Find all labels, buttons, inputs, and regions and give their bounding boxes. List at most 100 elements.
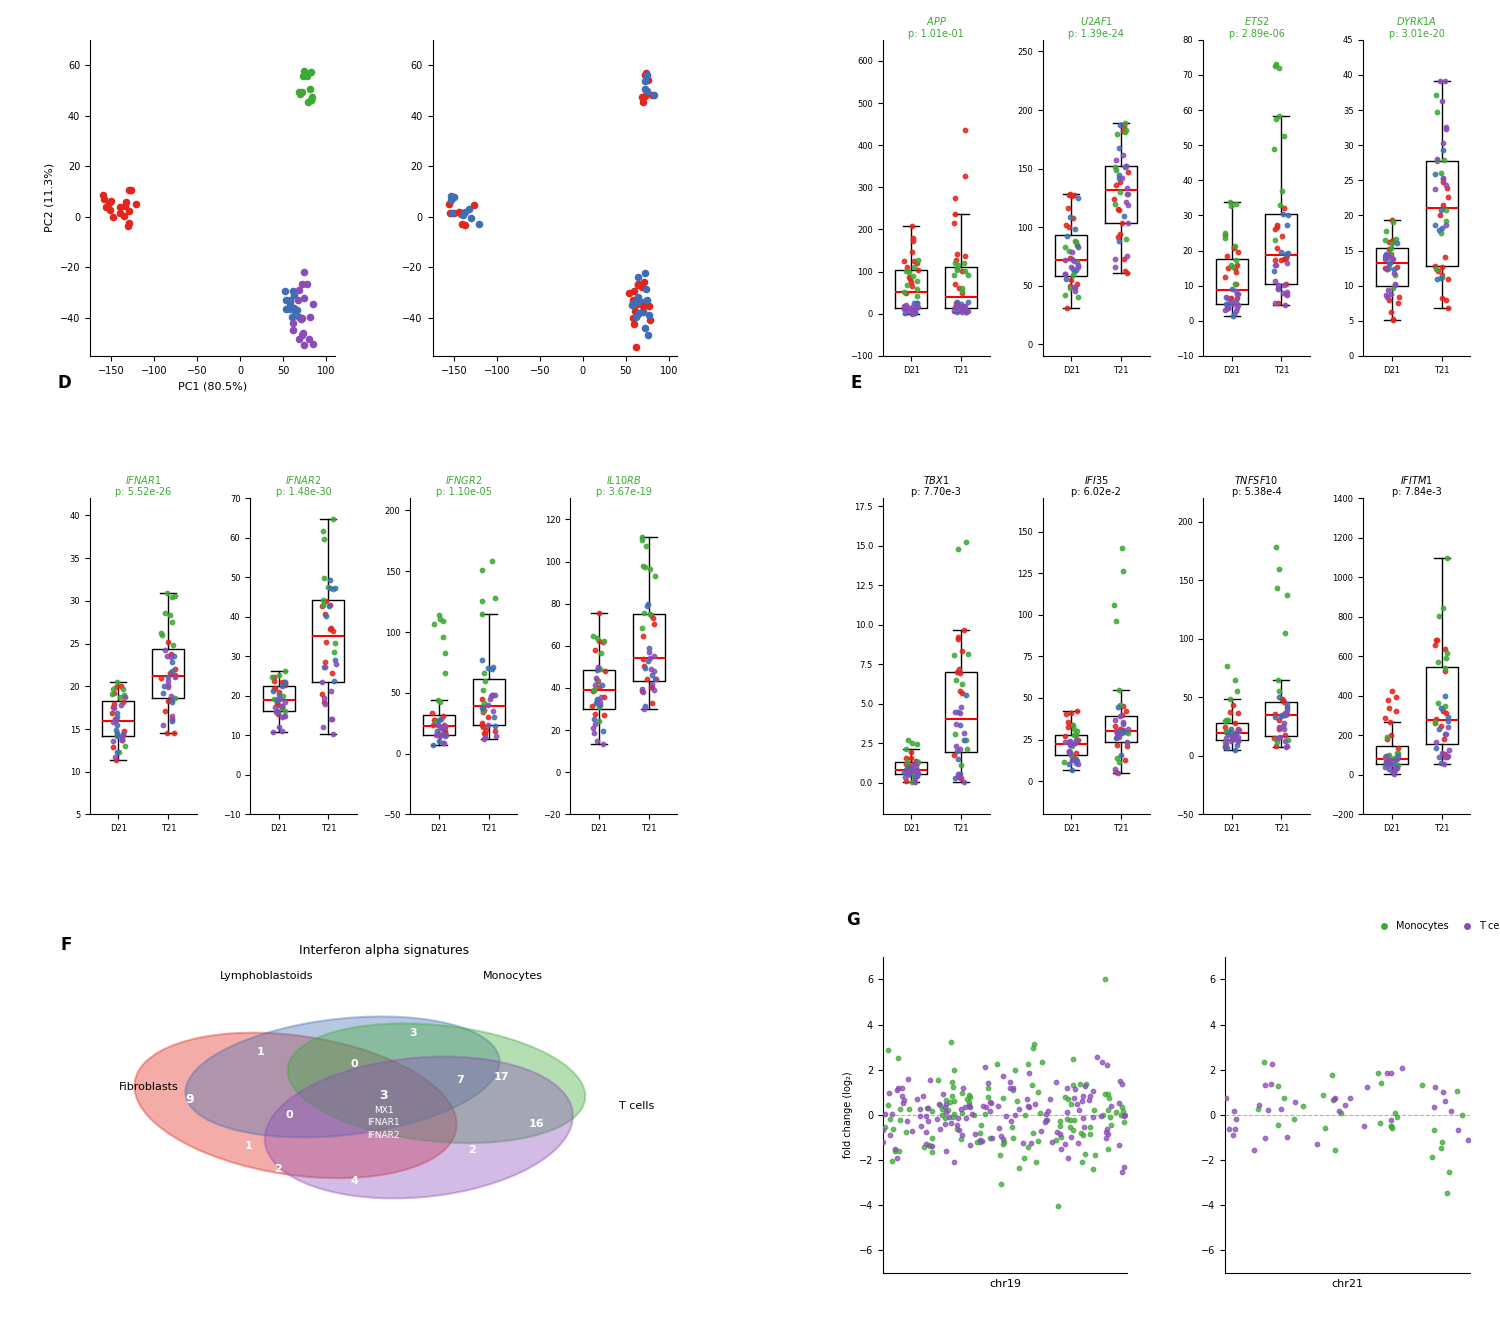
Point — [902, 256, 926, 277]
Point — [1112, 561, 1136, 582]
Point — [1072, 1143, 1096, 1164]
Point — [1275, 696, 1299, 717]
Point — [1214, 300, 1237, 321]
Point — [951, 683, 975, 704]
Point — [942, 212, 966, 233]
Text: 0: 0 — [351, 1059, 358, 1069]
Point — [1226, 680, 1250, 701]
Point — [1096, 1138, 1120, 1159]
Point — [470, 697, 494, 719]
Point — [1059, 1093, 1083, 1114]
Point — [888, 1110, 912, 1131]
Point — [273, 705, 297, 727]
Point — [1062, 1110, 1086, 1131]
Point — [885, 1147, 909, 1168]
Point — [582, 679, 606, 700]
Point — [632, 296, 656, 317]
Point — [1071, 1107, 1095, 1128]
Point — [280, 320, 304, 341]
Point — [105, 709, 129, 731]
Point — [1270, 715, 1294, 736]
Point — [906, 764, 930, 785]
Point — [896, 256, 920, 277]
Point — [1386, 293, 1410, 314]
Point — [427, 609, 451, 630]
Point — [99, 190, 123, 211]
Point — [262, 678, 286, 699]
Point — [480, 658, 504, 679]
Point — [921, 1127, 945, 1148]
Point — [632, 556, 656, 577]
Point — [112, 687, 136, 708]
Point — [118, 180, 142, 202]
Point — [310, 716, 334, 737]
Point — [1220, 725, 1244, 747]
Point — [956, 643, 980, 664]
Point — [1065, 751, 1089, 772]
Point — [92, 188, 116, 210]
Point — [433, 642, 457, 663]
Point — [1437, 297, 1461, 318]
Point — [1444, 1081, 1468, 1102]
Point — [633, 78, 657, 99]
Point — [1426, 605, 1450, 626]
Point — [1107, 1134, 1131, 1155]
Point — [476, 707, 500, 728]
Point — [590, 687, 613, 708]
Point — [904, 297, 928, 318]
Point — [1222, 725, 1246, 747]
Point — [1222, 739, 1246, 760]
Point — [945, 257, 969, 278]
Point — [980, 1093, 1004, 1114]
Point — [1000, 1078, 1024, 1099]
Point — [266, 690, 290, 711]
Point — [624, 306, 648, 328]
Point — [1102, 188, 1126, 210]
Point — [462, 195, 486, 216]
Point — [1426, 692, 1450, 713]
Point — [105, 724, 129, 745]
Point — [933, 1093, 957, 1114]
Point — [1374, 244, 1398, 265]
Point — [1272, 248, 1296, 269]
Point — [950, 293, 974, 314]
Point — [1113, 1105, 1137, 1126]
Point — [900, 274, 924, 296]
Point — [320, 663, 344, 684]
Point — [1372, 756, 1396, 777]
Point — [630, 526, 654, 548]
Point — [640, 607, 664, 629]
Point — [1084, 1046, 1108, 1067]
Point — [310, 520, 334, 541]
Point — [1374, 751, 1398, 772]
Point — [640, 674, 664, 695]
Point — [582, 639, 606, 660]
Point — [1065, 754, 1089, 776]
Point — [117, 212, 141, 233]
Point — [956, 1089, 980, 1110]
Point — [626, 290, 650, 312]
Point — [1053, 1134, 1077, 1155]
Point — [1044, 1130, 1068, 1151]
Point — [903, 768, 927, 789]
Text: 2: 2 — [468, 1144, 476, 1155]
Point — [156, 671, 180, 692]
Point — [950, 297, 974, 318]
Point — [894, 282, 918, 304]
Point — [1275, 699, 1299, 720]
Point — [1214, 736, 1237, 757]
Point — [894, 760, 918, 781]
Point — [1380, 1118, 1404, 1139]
Point — [1266, 709, 1290, 731]
Point — [1430, 715, 1454, 736]
Point — [1058, 277, 1082, 298]
Point — [644, 668, 668, 690]
Point — [104, 747, 128, 768]
Point — [1016, 1089, 1040, 1110]
Point — [1431, 256, 1455, 277]
Point — [1266, 293, 1290, 314]
Point — [950, 301, 974, 322]
Point — [585, 688, 609, 709]
Point — [427, 725, 451, 747]
Point — [946, 629, 970, 650]
